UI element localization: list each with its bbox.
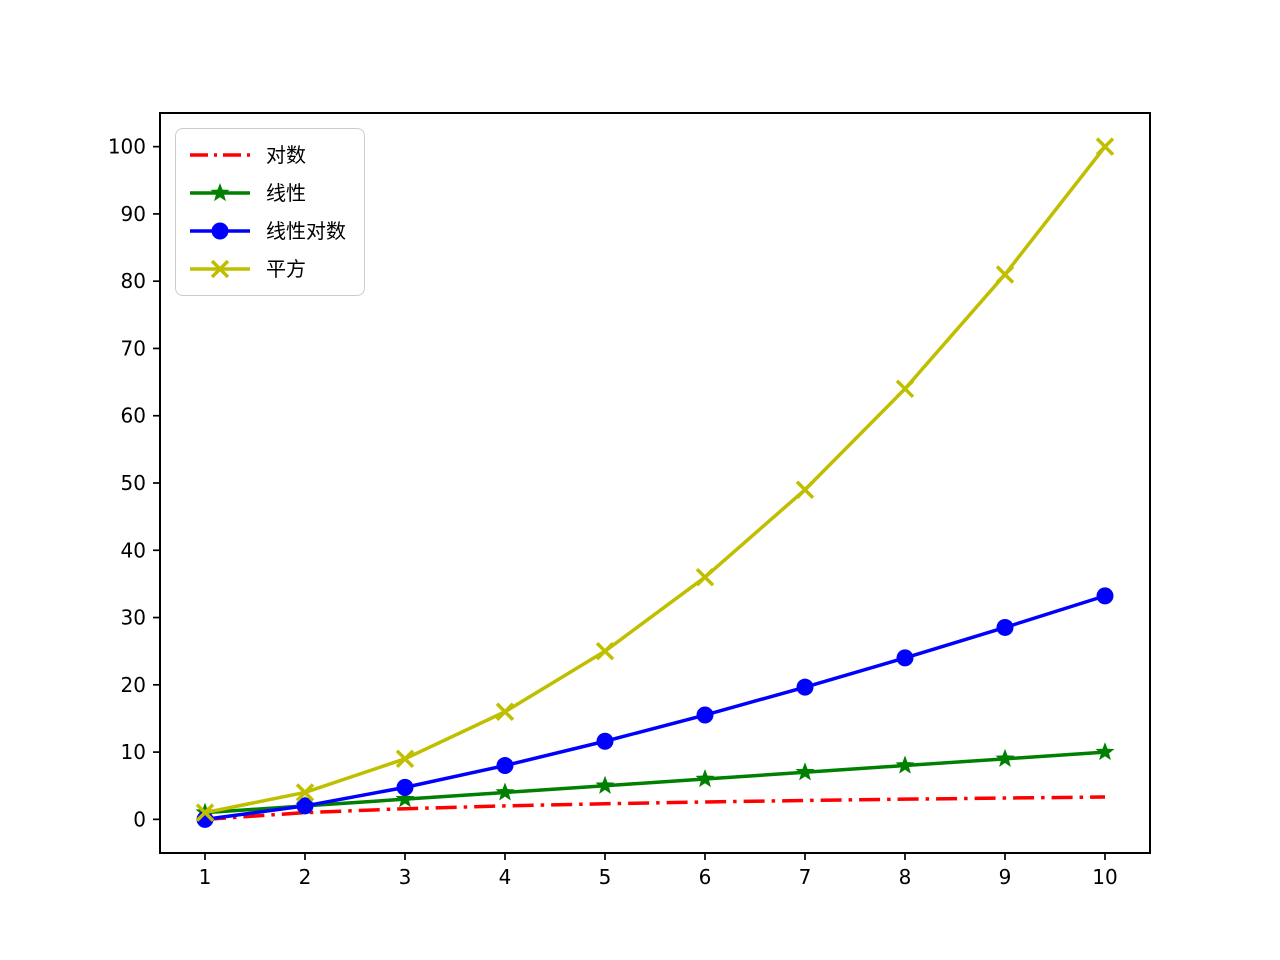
series-4 xyxy=(195,137,1115,822)
x-tick-label: 7 xyxy=(799,865,812,889)
x-marker xyxy=(295,783,315,802)
star-marker xyxy=(795,762,815,781)
x-tick-label: 9 xyxy=(999,865,1012,889)
circle-marker xyxy=(396,778,414,796)
series-line xyxy=(204,145,1107,815)
circle-marker xyxy=(896,649,914,667)
circle-marker xyxy=(696,706,714,724)
x-tick-label: 5 xyxy=(599,865,612,889)
y-tick-label: 40 xyxy=(121,538,146,562)
x-marker xyxy=(195,803,215,822)
legend: 对数线性线性对数平方 xyxy=(175,128,365,296)
y-tick-label: 10 xyxy=(121,740,146,764)
star-marker xyxy=(210,183,230,202)
x-marker xyxy=(595,641,615,661)
circle-marker xyxy=(496,757,514,775)
x-tick-label: 3 xyxy=(399,865,412,889)
circle-marker xyxy=(211,222,229,240)
star-marker xyxy=(995,748,1015,767)
legend-label: 平方 xyxy=(266,257,306,281)
y-tick-label: 0 xyxy=(133,807,146,831)
circle-marker xyxy=(296,797,314,815)
circle-marker xyxy=(796,678,814,696)
legend-swatch xyxy=(190,153,250,157)
y-tick-label: 80 xyxy=(121,269,146,293)
y-tick-label: 60 xyxy=(121,404,146,428)
series-line xyxy=(204,795,1106,822)
legend-item-3: 线性对数 xyxy=(188,212,346,250)
y-tick-label: 100 xyxy=(108,135,146,159)
legend-item-1: 对数 xyxy=(188,136,346,174)
legend-item-2: 线性 xyxy=(188,174,346,212)
series-line xyxy=(204,594,1106,822)
x-tick-label: 8 xyxy=(899,865,912,889)
x-marker xyxy=(695,567,715,587)
circle-marker xyxy=(596,732,614,750)
legend-label: 线性对数 xyxy=(266,219,346,243)
y-tick-label: 20 xyxy=(121,673,146,697)
x-marker xyxy=(395,749,415,769)
x-marker xyxy=(210,259,230,279)
legend-label: 线性 xyxy=(266,181,306,205)
x-tick-label: 10 xyxy=(1092,865,1117,889)
y-tick-label: 30 xyxy=(121,606,146,630)
star-marker xyxy=(495,782,515,801)
series-1 xyxy=(204,795,1106,822)
x-tick-label: 1 xyxy=(199,865,212,889)
star-marker xyxy=(895,755,915,774)
y-tick-label: 70 xyxy=(121,336,146,360)
legend-swatch xyxy=(190,222,250,240)
x-marker xyxy=(495,702,515,721)
y-tick-label: 90 xyxy=(121,202,146,226)
x-marker xyxy=(795,480,815,499)
legend-swatch xyxy=(190,259,250,279)
legend-swatch xyxy=(190,183,250,202)
series-3 xyxy=(196,587,1114,828)
star-marker xyxy=(1095,742,1115,761)
x-marker xyxy=(995,265,1015,284)
x-tick-label: 6 xyxy=(699,865,712,889)
star-marker xyxy=(395,789,415,808)
legend-label: 对数 xyxy=(266,143,306,167)
circle-marker xyxy=(1096,587,1114,605)
y-tick-label: 50 xyxy=(121,471,146,495)
x-marker xyxy=(895,379,915,399)
x-marker xyxy=(1095,137,1115,156)
x-tick-label: 2 xyxy=(299,865,312,889)
legend-item-4: 平方 xyxy=(188,250,346,288)
circle-marker xyxy=(996,618,1014,636)
star-marker xyxy=(595,775,615,794)
series-line xyxy=(204,750,1106,815)
x-tick-label: 4 xyxy=(499,865,512,889)
star-marker xyxy=(695,769,715,788)
